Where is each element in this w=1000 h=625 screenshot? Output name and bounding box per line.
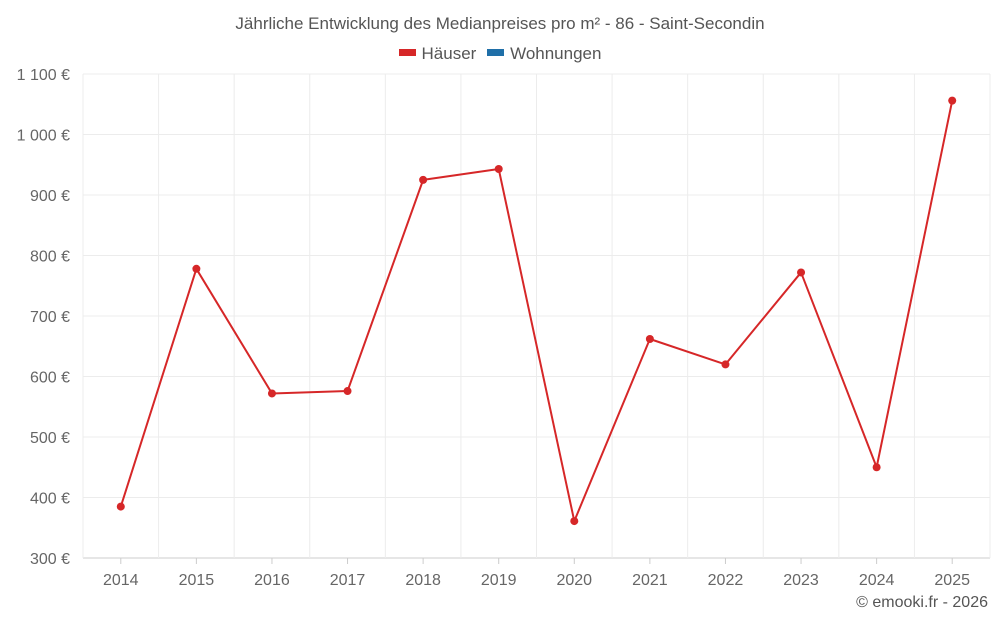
chart-title: Jährliche Entwicklung des Medianpreises … [235, 14, 765, 33]
data-point [192, 264, 201, 273]
data-point [948, 96, 957, 105]
y-tick-label: 400 € [30, 491, 70, 508]
legend-label-wohnungen: Wohnungen [510, 44, 602, 63]
x-tick-label: 2022 [708, 572, 744, 589]
y-tick-label: 1 000 € [17, 128, 70, 145]
data-point [645, 334, 654, 343]
y-tick-label: 900 € [30, 188, 70, 205]
x-tick-label: 2023 [783, 572, 819, 589]
legend-item-wohnungen[interactable]: Wohnungen [487, 44, 601, 64]
x-tick-label: 2021 [632, 572, 668, 589]
data-point [570, 517, 579, 526]
series-line [119, 100, 954, 523]
data-point [343, 387, 352, 396]
y-tick-label: 600 € [30, 370, 70, 387]
x-tick-label: 2015 [179, 572, 215, 589]
data-point [721, 360, 730, 369]
x-tick-label: 2025 [934, 572, 970, 589]
x-tick-label: 2019 [481, 572, 517, 589]
credit-text: © emooki.fr - 2026 [856, 594, 988, 611]
x-tick-label: 2020 [556, 572, 592, 589]
legend-item-haeuser[interactable]: Häuser [398, 44, 477, 64]
data-point [797, 268, 806, 277]
x-tick-label: 2014 [103, 572, 139, 589]
data-point [419, 175, 428, 184]
data-point [872, 463, 881, 472]
y-tick-label: 500 € [30, 430, 70, 447]
y-tick-label: 300 € [30, 551, 70, 568]
legend-swatch-wohnungen [487, 49, 505, 57]
legend-label-haeuser: Häuser [421, 44, 477, 63]
data-point [267, 389, 276, 398]
y-tick-label: 700 € [30, 309, 70, 326]
x-tick-label: 2016 [254, 572, 290, 589]
legend-swatch-haeuser [398, 49, 416, 57]
data-point [494, 164, 503, 173]
x-tick-label: 2024 [859, 572, 895, 589]
x-tick-label: 2017 [330, 572, 366, 589]
x-tick-label: 2018 [405, 572, 441, 589]
data-point [116, 502, 125, 511]
legend: Häuser Wohnungen [0, 44, 1000, 64]
y-tick-label: 1 100 € [17, 67, 70, 84]
y-tick-label: 800 € [30, 249, 70, 266]
